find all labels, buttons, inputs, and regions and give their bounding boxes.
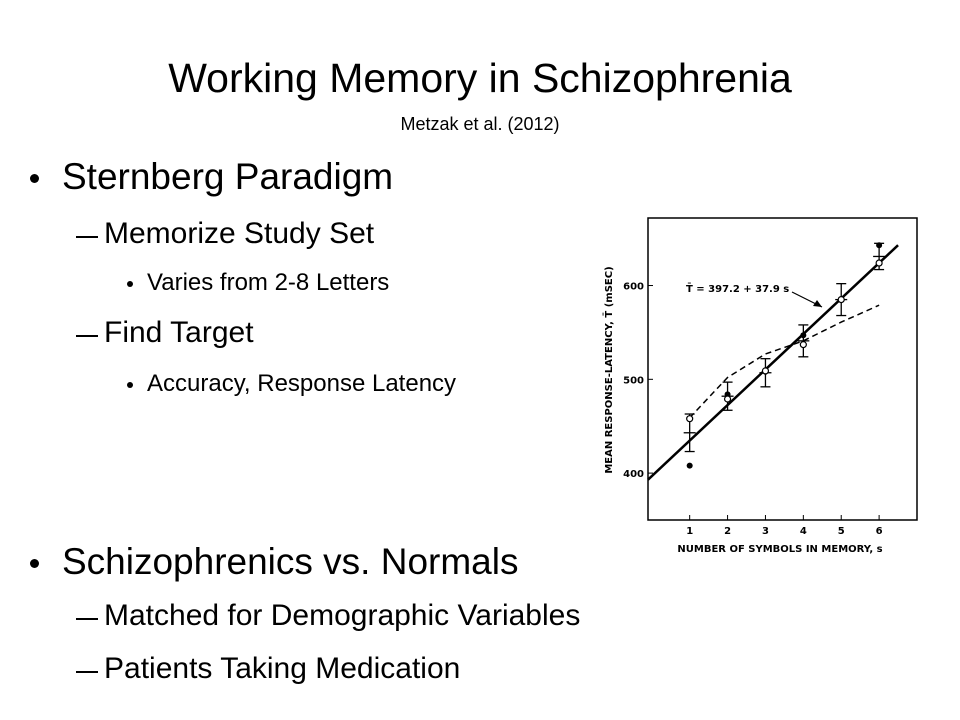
bullet — [127, 281, 133, 287]
open-point — [723, 395, 732, 403]
x-tick-label: 4 — [800, 526, 807, 537]
sub-sub-bullet-text: Accuracy, Response Latency — [147, 370, 457, 397]
arrow-head — [813, 300, 822, 307]
sub-bullet-text: Matched for Demographic Variables — [104, 599, 581, 632]
bullet-text: Sternberg Paradigm — [62, 156, 394, 197]
open-point — [799, 341, 807, 349]
x-tick-label: 2 — [724, 526, 731, 537]
slide-subtitle: Metzak et al. (2012) — [400, 114, 560, 134]
y-tick-label: 400 — [623, 469, 644, 480]
bullet — [30, 559, 39, 568]
dash — [76, 236, 98, 238]
dash — [76, 618, 98, 620]
open-point — [686, 415, 694, 423]
sub-bullet-text: Find Target — [104, 316, 254, 349]
filled-point — [686, 462, 693, 469]
slide-title: Working Memory in Schizophrenia — [168, 55, 792, 101]
sub-bullet-text: Memorize Study Set — [104, 217, 375, 250]
plot-frame — [647, 217, 918, 521]
fit-line — [647, 244, 899, 481]
annotation: T̄ = 397.2 + 37.9 s — [686, 282, 789, 295]
dash — [76, 335, 98, 337]
y-tick-label: 600 — [623, 282, 644, 293]
bullet — [30, 174, 39, 183]
x-tick-label: 3 — [762, 526, 769, 537]
figure: T̄ = 397.2 + 37.9 s NUMBER OF SYMBOLS IN… — [602, 217, 918, 555]
dashed-line — [689, 304, 880, 419]
open-point — [761, 367, 770, 375]
bullet — [127, 382, 133, 388]
dash — [76, 671, 98, 673]
open-point — [837, 295, 845, 304]
filled-point — [800, 332, 807, 339]
sub-sub-bullet-text: Varies from 2-8 Letters — [147, 269, 390, 296]
bullet-text: Schizophrenics vs. Normals — [62, 541, 519, 582]
error-bar — [797, 324, 810, 358]
x-axis-label: NUMBER OF SYMBOLS IN MEMORY, s — [677, 544, 882, 555]
open-point — [875, 259, 883, 267]
x-tick-label: 1 — [686, 526, 693, 537]
x-tick-label: 5 — [838, 526, 845, 537]
x-tick-label: 6 — [876, 526, 883, 537]
y-tick-label: 500 — [623, 375, 644, 386]
filled-point — [876, 242, 883, 249]
y-axis-label: MEAN RESPONSE-LATENCY, T̄ (mSEC) — [602, 266, 615, 473]
sub-bullet-text: Patients Taking Medication — [104, 652, 461, 685]
